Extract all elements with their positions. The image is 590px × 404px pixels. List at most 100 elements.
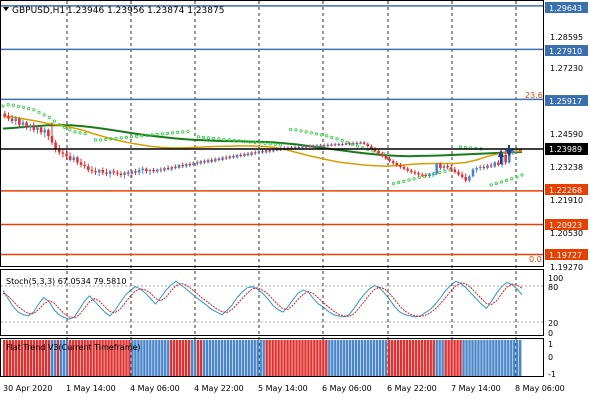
- psar-dot: [217, 137, 221, 141]
- trend-bar: [161, 340, 164, 376]
- candle-body: [61, 152, 65, 154]
- psar-dot: [32, 108, 36, 112]
- trend-bar: [402, 340, 406, 376]
- stoch-axis-80: 80: [548, 283, 558, 292]
- candle-body: [18, 118, 21, 125]
- trend-bar: [155, 340, 158, 376]
- trend-bar: [513, 340, 516, 376]
- candle-body: [261, 151, 264, 153]
- candle-body: [39, 127, 43, 133]
- psar-dot: [463, 145, 468, 150]
- stoch-axis-20: 20: [548, 319, 558, 328]
- psar-dot: [170, 131, 175, 135]
- candle-body: [508, 152, 511, 163]
- psar-dot: [16, 104, 21, 109]
- chart-menu-triangle-icon[interactable]: [3, 7, 9, 11]
- candle-body: [152, 169, 155, 172]
- trend-bar: [89, 340, 92, 376]
- psar-dot: [304, 130, 308, 134]
- candle-body: [341, 143, 344, 145]
- psar-dot: [314, 132, 319, 136]
- trend-bar: [32, 340, 36, 376]
- psar-dot: [73, 130, 77, 134]
- psar-dot: [145, 133, 149, 137]
- trend-bar: [349, 340, 352, 376]
- trend-bar: [56, 340, 60, 376]
- candle-body: [399, 164, 402, 167]
- candle-body: [210, 159, 213, 162]
- candle-body: [453, 169, 457, 172]
- candle-body: [36, 127, 39, 130]
- candle-body: [94, 171, 97, 173]
- trend-bar: [444, 340, 447, 376]
- trend-bar: [486, 340, 489, 376]
- trend-bar: [241, 340, 245, 376]
- trend-bar: [313, 340, 316, 376]
- trend-bar: [474, 340, 477, 376]
- candle-body: [65, 153, 68, 157]
- trend-bar: [378, 340, 382, 376]
- stoch-axis-100: 100: [548, 274, 563, 283]
- candle-body: [185, 163, 188, 167]
- psar-dot: [278, 143, 283, 147]
- trend-bar: [277, 340, 280, 376]
- trend-bar: [501, 340, 504, 376]
- psar-dot: [1, 104, 5, 108]
- trend-bar: [44, 340, 48, 376]
- trend-bar: [465, 340, 468, 376]
- trend-bar: [29, 340, 33, 376]
- candle-body: [101, 169, 105, 173]
- trend-bar: [480, 340, 483, 376]
- candle-body: [272, 148, 275, 152]
- trend-bar: [387, 340, 391, 376]
- psar-dot: [227, 138, 231, 142]
- psar-dot: [248, 140, 252, 144]
- candle-body: [370, 146, 373, 149]
- trend-pane-frame: [0, 338, 544, 377]
- ma-slow-line: [2, 124, 523, 158]
- main-pane-frame: [0, 0, 544, 267]
- trend-bar: [107, 340, 110, 376]
- trend-bar: [50, 340, 54, 376]
- psar-dot: [504, 178, 509, 183]
- flat-trend-label: Flat Trend V3(Current Timeframe): [6, 343, 141, 352]
- psar-dot: [196, 135, 200, 139]
- trend-bar: [190, 340, 194, 376]
- level-tag-red-2: 1.20923: [549, 221, 582, 230]
- candle-body: [460, 174, 464, 177]
- trend-bar: [140, 340, 143, 376]
- psar-dot: [47, 115, 51, 119]
- trend-bar: [360, 340, 364, 376]
- stochastic-lines: [2, 280, 523, 320]
- time-axis: 30 Apr 2020 1 May 14:00 4 May 06:00 4 Ma…: [3, 384, 565, 393]
- candle-body: [315, 145, 319, 147]
- trend-bar: [340, 340, 343, 376]
- psar-dot: [68, 128, 72, 132]
- psar-dot: [289, 127, 293, 131]
- trend-bar: [307, 340, 310, 376]
- psar-dot: [402, 179, 406, 183]
- trend-bar: [128, 340, 131, 376]
- psar-dot: [124, 135, 128, 139]
- candle-body: [351, 142, 355, 145]
- candle-body: [166, 167, 170, 170]
- psar-dot: [201, 135, 206, 139]
- psar-dot: [515, 175, 519, 179]
- candle-body: [471, 169, 475, 177]
- candle-body: [68, 156, 72, 160]
- candle-body: [170, 166, 174, 170]
- candle-body: [239, 154, 242, 156]
- trend-bar: [456, 340, 459, 376]
- candle-body: [228, 156, 232, 159]
- trend-bar: [211, 340, 215, 376]
- candle-body: [195, 162, 199, 164]
- psar-dot: [155, 132, 159, 136]
- vertical-gridlines: [66, 1, 517, 376]
- trend-bar: [510, 340, 513, 376]
- candle-body: [402, 166, 406, 169]
- candle-body: [319, 145, 322, 147]
- candle-body: [391, 161, 395, 163]
- trend-bar: [247, 340, 250, 376]
